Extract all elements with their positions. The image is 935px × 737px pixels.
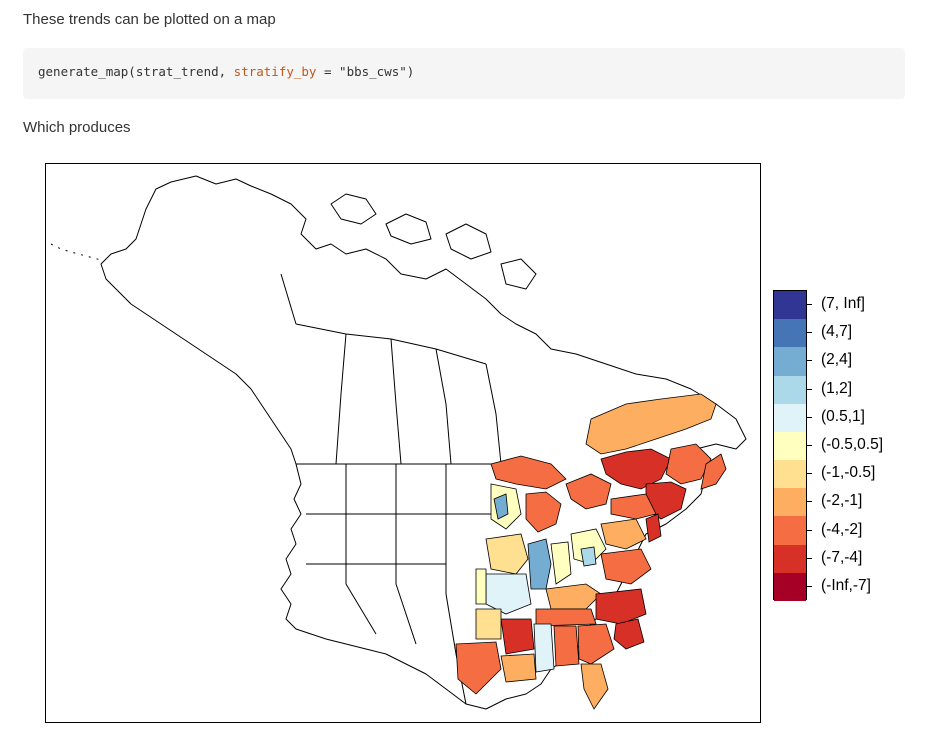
legend-swatch (774, 403, 806, 432)
legend-tick (806, 557, 812, 559)
legend-tick (806, 473, 812, 475)
legend-swatch (774, 347, 806, 376)
legend-label: (4,7] (821, 323, 853, 341)
legend-label: (7, Inf] (821, 295, 865, 313)
produces-text: Which produces (23, 119, 131, 136)
legend-tick (806, 360, 812, 362)
stratum-kentucky (545, 583, 602, 610)
legend-swatch (774, 431, 806, 461)
stratum-missouri (485, 573, 532, 615)
stratum-alabama (553, 625, 580, 667)
legend-label: (1,2] (821, 379, 853, 397)
stratum-north-carolina (595, 588, 647, 625)
legend-label: (2,4] (821, 351, 853, 369)
legend-tick (806, 388, 812, 390)
legend-tick (806, 585, 812, 587)
stratum-ontario-north (490, 455, 567, 490)
stratum-tennessee (535, 608, 597, 627)
strata-layer (455, 393, 727, 710)
legend-label: (-0.5,0.5] (821, 436, 884, 453)
stratum-new-jersey (645, 513, 662, 543)
code-argument-name: stratify_by (233, 64, 317, 79)
legend-swatch (774, 319, 806, 348)
stratum-wisconsin (493, 493, 509, 520)
stratum-ontario-south (565, 473, 612, 510)
legend-tick (806, 445, 812, 446)
stratum-louisiana (500, 653, 537, 683)
stratum-iowa (485, 533, 529, 575)
legend-tick (806, 416, 812, 418)
legend-label: (-Inf,-7] (821, 576, 871, 594)
stratum-arkansas (500, 618, 535, 655)
legend-label: (-2,-1] (821, 492, 863, 510)
stratum-illinois (527, 538, 552, 590)
stratum-quebec-east (585, 393, 717, 455)
stratum-mississippi (533, 623, 555, 673)
stratum-new-york (610, 493, 657, 520)
stratum-texas-east (455, 641, 502, 695)
legend-tick (806, 501, 812, 503)
legend-swatch (774, 291, 806, 320)
legend-swatch (774, 516, 806, 545)
legend-swatch (774, 375, 806, 404)
alaska-outline (100, 175, 747, 710)
stratum-michigan (525, 491, 562, 533)
region-lines (280, 273, 506, 705)
stratum-virginia (600, 548, 652, 585)
stratum-kansas (475, 568, 487, 605)
stratum-new-brunswick (665, 443, 712, 485)
stratum-pennsylvania (600, 518, 647, 550)
legend-color-bar (773, 290, 807, 601)
legend-swatch (774, 544, 806, 573)
legend-label: (0.5,1] (821, 407, 865, 425)
stratum-quebec-south (600, 448, 672, 490)
map-svg (50, 175, 747, 710)
stratum-ohio (570, 528, 607, 565)
legend-label: (-7,-4] (821, 548, 863, 566)
code-equals: = (316, 64, 340, 79)
legend-tick (806, 529, 812, 531)
aleutian-chain (50, 243, 102, 261)
legend-label: (-4,-2] (821, 520, 863, 538)
stratum-indiana (550, 541, 572, 585)
stratum-ohio-east (580, 546, 597, 567)
legend-swatch (774, 488, 806, 517)
map-legend: (7, Inf] (4,7] (2,4] (1,2] (0.5,1] (-0.5,0.5]… (773, 290, 933, 601)
legend-label: (-1,-0.5] (821, 464, 876, 482)
trend-map (45, 163, 761, 723)
stratum-oklahoma (475, 608, 502, 640)
code-block[interactable]: generate_map(strat_trend, stratify_by = … (23, 48, 905, 99)
stratum-nova-scotia (700, 453, 727, 490)
legend-tick (806, 304, 812, 306)
code-function: generate_map(strat_trend, (38, 64, 234, 79)
code-argument-value: "bbs_cws" (339, 64, 407, 79)
intro-text: These trends can be plotted on a map (23, 11, 276, 28)
legend-swatch (774, 572, 806, 601)
stratum-carolina-coast (613, 618, 645, 650)
arctic-islands (330, 193, 537, 290)
legend-swatch (774, 460, 806, 489)
legend-tick (806, 332, 812, 334)
stratum-florida (580, 663, 609, 710)
stratum-georgia (577, 623, 615, 665)
code-close: ) (406, 64, 415, 79)
